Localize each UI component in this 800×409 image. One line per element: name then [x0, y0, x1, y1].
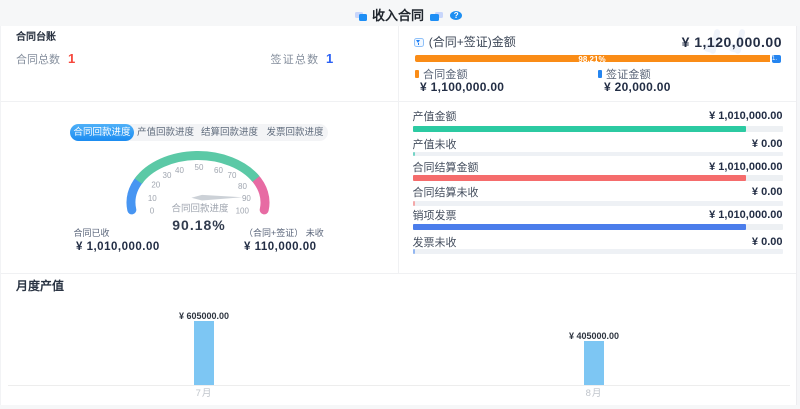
svg-text:100: 100	[236, 206, 250, 215]
svg-text:10: 10	[148, 194, 157, 203]
svg-text:70: 70	[228, 171, 237, 180]
svg-text:30: 30	[163, 171, 172, 180]
svg-text:20: 20	[151, 181, 160, 190]
svg-text:50: 50	[195, 163, 204, 172]
svg-text:合同回款进度: 合同回款进度	[171, 203, 229, 215]
svg-text:90: 90	[242, 194, 251, 203]
svg-text:60: 60	[214, 166, 223, 175]
svg-text:80: 80	[238, 182, 247, 191]
svg-text:0: 0	[150, 207, 155, 216]
svg-text:40: 40	[175, 166, 184, 175]
